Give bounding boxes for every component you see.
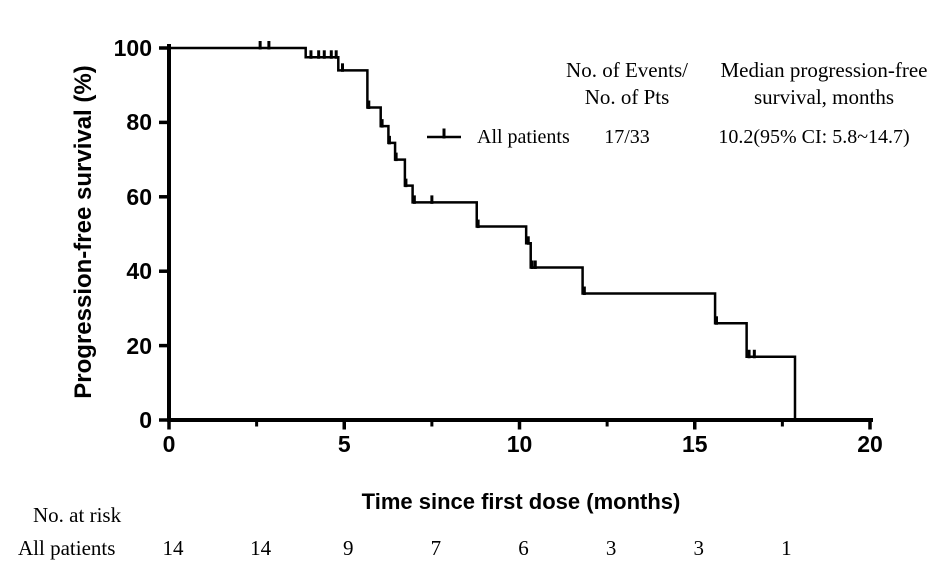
y-tick-label: 100 [113,35,152,61]
risk-value: 9 [343,536,354,560]
median-column-header-line2: survival, months [754,85,894,109]
y-tick-label: 20 [126,332,152,359]
median-column-header: Median progression-free survival, months [694,57,931,111]
y-tick-label: 80 [126,109,152,136]
events-column-header: No. of Events/ No. of Pts [527,57,727,111]
risk-value: 3 [605,536,617,560]
x-tick-label: 10 [506,431,533,457]
risk-value: 14 [162,536,184,560]
y-tick-label: 40 [126,258,152,285]
risk-value: 14 [250,536,272,560]
events-column-header-line1: No. of Events/ [566,58,688,82]
x-axis-title: Time since first dose (months) [361,489,681,514]
risk-value: 7 [430,536,442,560]
risk-table-title: No. at risk [33,503,122,527]
x-tick-label: 15 [681,431,708,457]
y-tick-label: 0 [139,407,152,433]
median-column-header-line1: Median progression-free [720,58,928,82]
events-column-header-line2: No. of Pts [584,85,670,109]
x-tick-label: 0 [162,431,176,457]
legend-events-value: 17/33 [604,126,650,148]
y-tick-label: 60 [126,183,152,210]
x-tick-label: 20 [857,431,883,457]
risk-row-label: All patients [18,536,116,560]
legend-median-value: 10.2(95% CI: 5.8~14.7) [718,126,910,148]
risk-value: 3 [693,536,705,560]
risk-value: 6 [518,536,529,560]
legend-label: All patients [477,126,570,148]
km-curve [169,46,797,420]
x-tick-label: 5 [337,431,351,457]
risk-value: 1 [781,536,792,560]
